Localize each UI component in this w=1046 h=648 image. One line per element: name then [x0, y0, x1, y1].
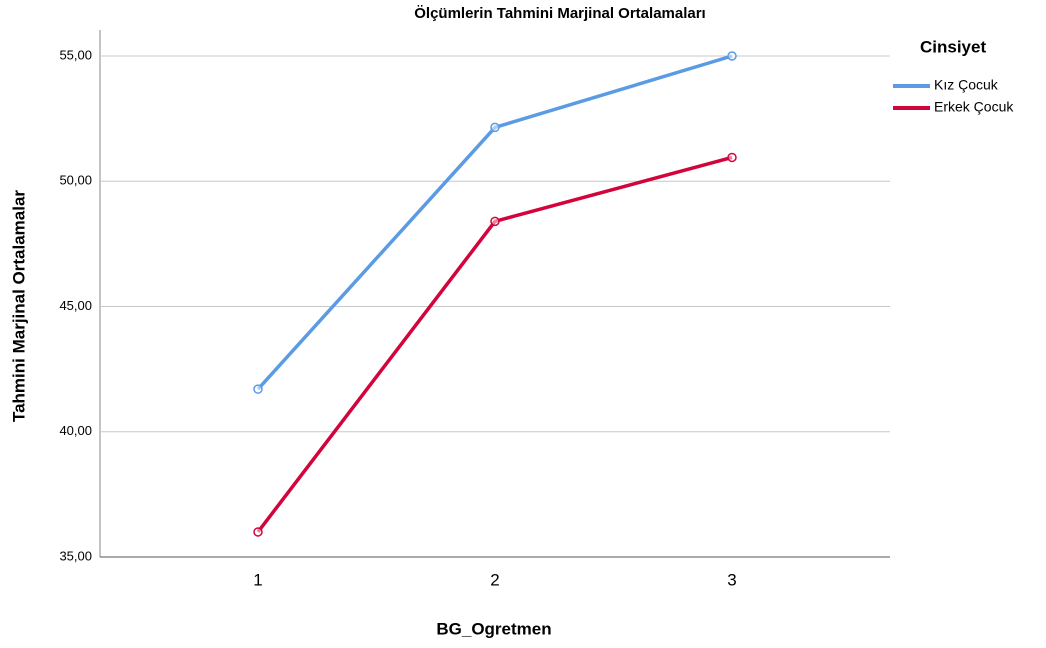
data-point [727, 51, 737, 61]
x-tick-label: 1 [253, 570, 262, 589]
legend-label: Erkek Çocuk [934, 99, 1014, 115]
y-axis-label: Tahmini Marjinal Ortalamalar [9, 190, 28, 422]
series-line [256, 155, 733, 534]
legend-title: Cinsiyet [920, 37, 986, 56]
data-point [727, 152, 737, 163]
data-point [253, 384, 263, 394]
y-tick-label: 45,00 [59, 298, 92, 313]
x-axis-label: BG_Ogretmen [436, 619, 551, 638]
x-tick-label: 3 [727, 570, 736, 589]
legend-label: Kız Çocuk [934, 77, 999, 93]
data-point [490, 122, 500, 133]
y-tick-label: 35,00 [59, 548, 92, 563]
data-point [490, 216, 500, 227]
y-tick-label: 55,00 [59, 47, 92, 62]
y-tick-label: 50,00 [59, 173, 92, 188]
data-point [253, 527, 263, 537]
chart-title: Ölçümlerin Tahmini Marjinal Ortalamaları [414, 5, 705, 22]
x-tick-label: 2 [490, 570, 499, 589]
y-tick-label: 40,00 [59, 423, 92, 438]
